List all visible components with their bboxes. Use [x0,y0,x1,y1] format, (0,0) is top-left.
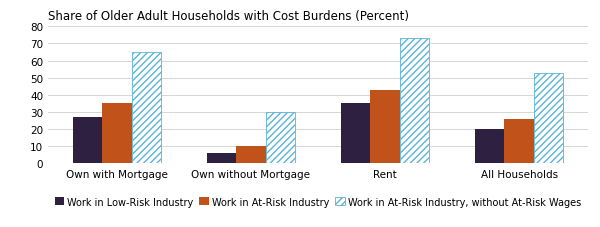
Legend: Work in Low-Risk Industry, Work in At-Risk Industry, Work in At-Risk Industry, w: Work in Low-Risk Industry, Work in At-Ri… [51,193,585,210]
Bar [206,153,236,163]
Bar [341,104,370,163]
Bar [236,146,266,163]
Text: Share of Older Adult Households with Cost Burdens (Percent): Share of Older Adult Households with Cos… [48,10,409,23]
Bar [505,119,534,163]
Bar [370,90,400,163]
Bar [475,129,505,163]
Bar [73,118,102,163]
Bar [400,39,430,163]
Bar [266,112,295,163]
Bar [534,73,563,163]
Bar [102,104,131,163]
Bar [131,53,161,163]
